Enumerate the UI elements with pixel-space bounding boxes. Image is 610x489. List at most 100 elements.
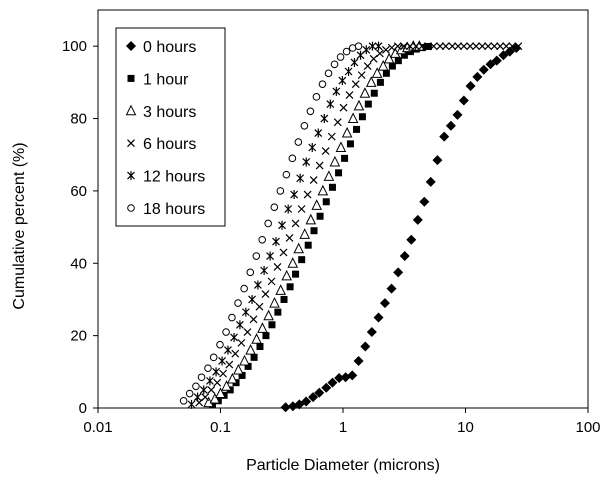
- data-point: [326, 99, 335, 109]
- data-point: [285, 234, 294, 242]
- data-point: [388, 62, 396, 70]
- data-point: [356, 50, 365, 60]
- data-point: [238, 371, 246, 379]
- data-point: [330, 60, 339, 69]
- data-point: [341, 154, 349, 162]
- data-point: [233, 363, 244, 375]
- data-point: [219, 369, 228, 378]
- data-point: [270, 203, 279, 211]
- data-point: [316, 212, 324, 220]
- data-point: [321, 382, 332, 393]
- data-point: [278, 220, 286, 230]
- data-point: [478, 64, 489, 75]
- x-axis-label: Particle Diameter (microns): [246, 457, 440, 474]
- data-point: [425, 176, 436, 187]
- data-point: [286, 283, 294, 291]
- data-point: [321, 147, 330, 156]
- data-point: [251, 333, 262, 344]
- data-point: [308, 392, 319, 403]
- data-point: [351, 80, 360, 89]
- data-point: [273, 262, 282, 271]
- data-point: [258, 235, 267, 244]
- data-point: [432, 155, 443, 166]
- chart-marks: [179, 40, 523, 413]
- data-point: [346, 140, 354, 148]
- y-tick-label: 20: [70, 328, 87, 345]
- data-point: [301, 396, 312, 407]
- data-point: [303, 190, 312, 199]
- data-point: [291, 219, 300, 228]
- data-point: [393, 267, 404, 278]
- data-point: [248, 294, 256, 304]
- data-point: [406, 234, 417, 245]
- data-point: [275, 284, 287, 295]
- data-point: [436, 42, 444, 51]
- data-point: [221, 380, 232, 391]
- data-point: [209, 392, 221, 404]
- data-point: [345, 91, 354, 99]
- data-point: [199, 385, 208, 395]
- data-point: [204, 364, 212, 373]
- data-point: [299, 228, 311, 239]
- data-point: [262, 332, 270, 340]
- data-point: [266, 251, 275, 261]
- x-tick-label: 100: [575, 419, 600, 436]
- data-point: [334, 372, 345, 383]
- legend-box: [115, 27, 226, 227]
- data-point: [309, 176, 318, 184]
- data-point: [213, 378, 222, 387]
- data-point: [327, 377, 338, 388]
- data-point: [197, 373, 206, 382]
- x-tick-label: 10: [457, 419, 474, 436]
- data-point: [245, 343, 256, 355]
- data-point: [282, 170, 291, 179]
- data-point: [465, 80, 476, 91]
- data-point: [498, 50, 509, 61]
- data-point: [370, 89, 378, 97]
- data-point: [249, 315, 258, 324]
- data-point: [225, 360, 234, 369]
- data-point: [365, 76, 377, 87]
- data-point: [276, 187, 285, 195]
- data-point: [357, 71, 366, 80]
- data-point: [429, 42, 438, 51]
- data-point: [315, 161, 324, 170]
- data-point: [478, 42, 487, 51]
- legend-marker: [126, 41, 136, 51]
- y-tick-label: 40: [70, 255, 87, 272]
- data-point: [504, 46, 515, 57]
- data-point: [296, 173, 305, 183]
- data-point: [264, 219, 272, 228]
- data-point: [375, 49, 384, 58]
- data-point: [237, 338, 246, 347]
- y-tick-label: 0: [79, 400, 87, 417]
- data-point: [253, 280, 262, 290]
- data-point: [324, 69, 333, 78]
- data-point: [216, 340, 224, 349]
- series-5: [179, 42, 363, 405]
- data-point: [201, 393, 210, 402]
- data-point: [374, 41, 383, 51]
- data-point: [406, 42, 414, 51]
- data-point: [234, 299, 242, 307]
- data-point: [454, 42, 463, 51]
- data-point: [239, 354, 250, 366]
- data-point: [212, 367, 220, 377]
- data-point: [327, 132, 336, 141]
- data-point: [228, 313, 236, 322]
- data-point: [347, 370, 358, 381]
- data-point: [386, 283, 397, 294]
- data-point: [261, 290, 270, 298]
- legend-label: 12 hours: [143, 169, 205, 186]
- data-point: [458, 95, 469, 106]
- data-point: [360, 341, 371, 352]
- y-tick-label: 100: [62, 38, 87, 55]
- legend-label: 0 hours: [143, 39, 196, 56]
- data-point: [439, 131, 450, 142]
- data-point: [371, 67, 383, 78]
- data-point: [222, 328, 230, 336]
- data-point: [230, 332, 238, 342]
- data-point: [496, 42, 505, 51]
- data-point: [187, 399, 196, 409]
- data-point: [209, 353, 218, 362]
